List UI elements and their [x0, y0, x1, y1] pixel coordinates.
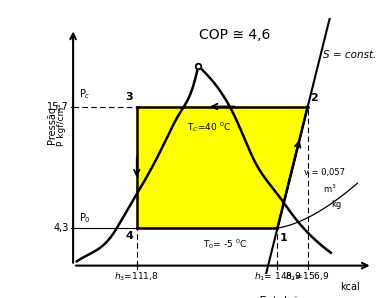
- Text: 1: 1: [279, 232, 287, 243]
- Text: P$_c$: P$_c$: [79, 87, 90, 101]
- Text: Pressão: Pressão: [47, 106, 57, 144]
- Text: T$_C$=40 $^0$C: T$_C$=40 $^0$C: [187, 120, 232, 134]
- Text: $h_1$= 148,9: $h_1$= 148,9: [254, 271, 301, 283]
- Text: 4,3: 4,3: [53, 223, 69, 233]
- Text: P$_0$: P$_0$: [79, 211, 91, 225]
- Text: $h_2$=156,9: $h_2$=156,9: [286, 271, 330, 283]
- Text: 3: 3: [125, 92, 133, 102]
- Text: 15,7: 15,7: [47, 102, 69, 111]
- Polygon shape: [137, 106, 308, 228]
- Text: P kgf/cm²: P kgf/cm²: [57, 103, 66, 146]
- Text: v = 0,057: v = 0,057: [304, 168, 345, 177]
- Text: m$^3$: m$^3$: [323, 183, 337, 195]
- Text: T$_0$= -5 $^0$C: T$_0$= -5 $^0$C: [203, 237, 247, 251]
- Text: 2: 2: [310, 93, 317, 103]
- Text: kcal: kcal: [340, 282, 360, 292]
- Text: $h_3$=111,8: $h_3$=111,8: [114, 271, 159, 283]
- Text: kg: kg: [331, 200, 341, 209]
- Text: Entalpia: Entalpia: [259, 296, 304, 298]
- Text: S = const.: S = const.: [323, 50, 377, 60]
- Text: 4: 4: [125, 232, 133, 241]
- Text: COP ≅ 4,6: COP ≅ 4,6: [199, 28, 270, 42]
